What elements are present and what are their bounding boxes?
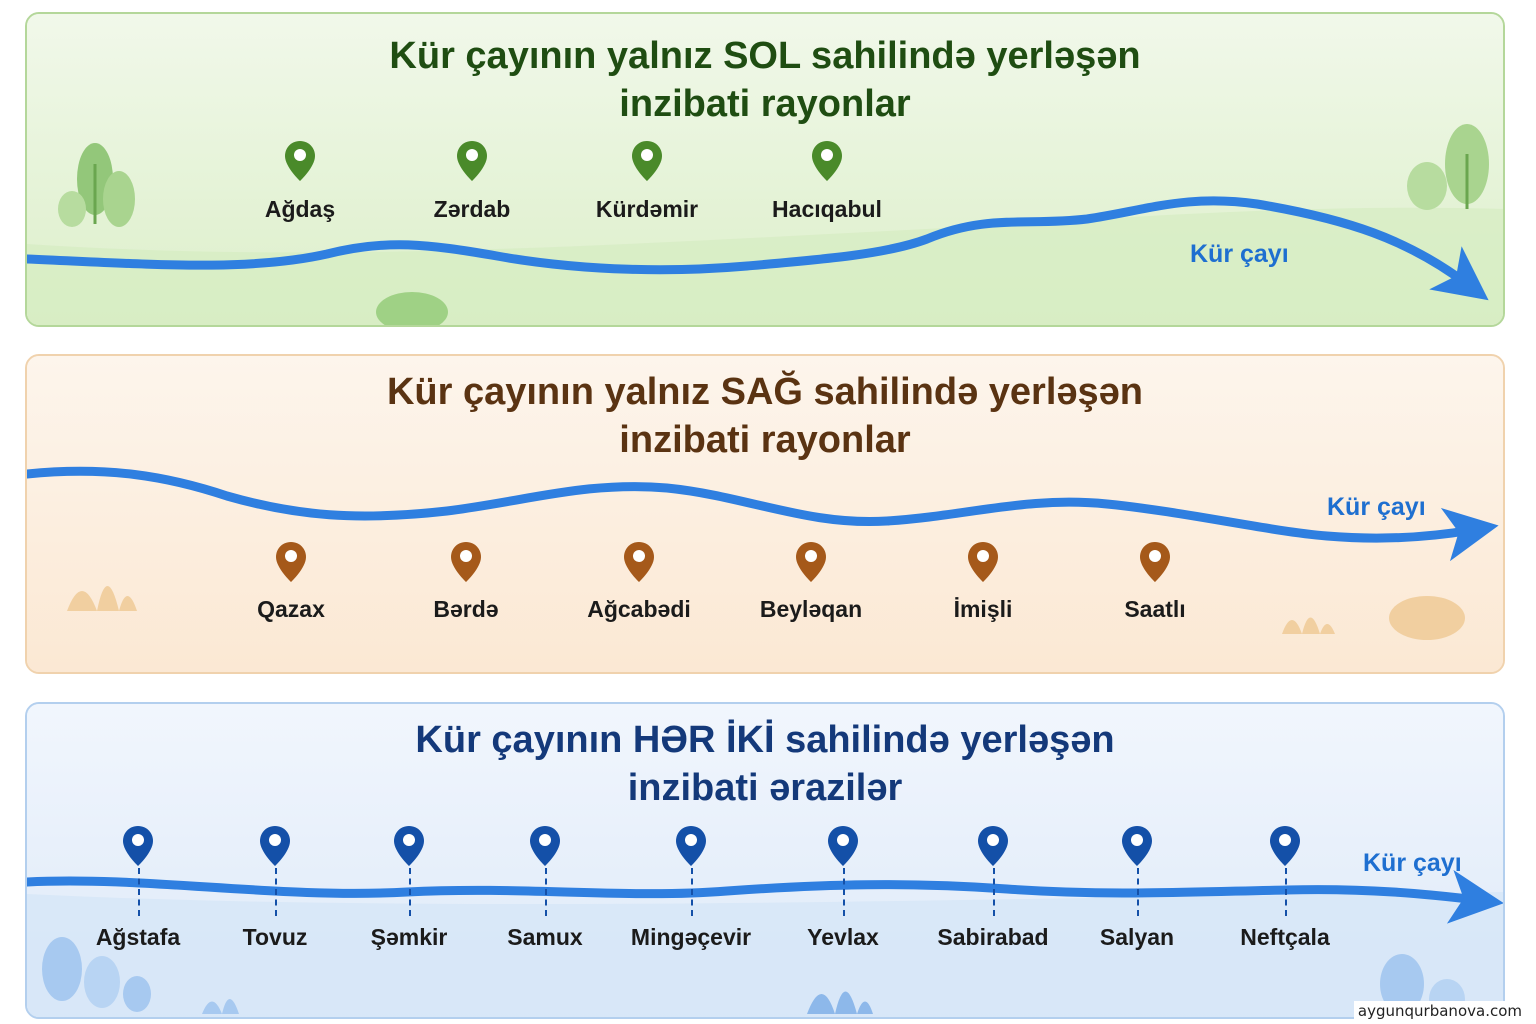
pin-connector xyxy=(138,868,140,916)
district-label-salyan: Salyan xyxy=(1099,924,1175,950)
district-label-sabirabad: Sabirabad xyxy=(937,924,1049,950)
tree-icon xyxy=(42,937,151,1012)
location-pin-icon xyxy=(794,540,828,584)
district-label-agcabedi: Ağcabədi xyxy=(587,596,691,622)
district-label-tovuz: Tovuz xyxy=(242,924,308,950)
grass-icon xyxy=(202,999,239,1014)
location-pin-icon xyxy=(810,139,844,183)
location-pin-icon xyxy=(449,540,483,584)
location-pin-icon xyxy=(622,540,656,584)
location-pin-icon xyxy=(966,540,1000,584)
district-label-beyleqan: Beyləqan xyxy=(759,596,863,622)
district-label-imisli: İmişli xyxy=(953,596,1013,622)
location-pin-icon xyxy=(528,824,562,868)
location-pin-icon xyxy=(674,824,708,868)
grass-icon xyxy=(67,586,137,611)
river-label: Kür çayı xyxy=(1327,493,1426,521)
location-pin-icon xyxy=(258,824,292,868)
district-label-agdas: Ağdaş xyxy=(264,196,336,222)
left-bank-title: Kür çayının yalnız SOL sahilində yerləşə… xyxy=(389,35,1141,125)
location-pin-icon xyxy=(1268,824,1302,868)
district-label-agstafa: Ağstafa xyxy=(95,924,181,950)
tree-icon xyxy=(1407,124,1489,210)
district-label-zerdab: Zərdab xyxy=(433,196,511,222)
pin-connector xyxy=(691,868,693,916)
pin-connector xyxy=(1285,868,1287,916)
watermark: aygunqurbanova.com xyxy=(1353,1001,1526,1021)
right-bank-landscape xyxy=(27,356,1503,672)
location-pin-icon xyxy=(274,540,308,584)
grass-icon xyxy=(807,991,873,1014)
both-banks-title: Kür çayının HƏR İKİ sahilində yerləşən i… xyxy=(415,719,1115,809)
location-pin-icon xyxy=(826,824,860,868)
grass-icon xyxy=(1282,617,1335,634)
location-pin-icon xyxy=(455,139,489,183)
pin-connector xyxy=(545,868,547,916)
location-pin-icon xyxy=(283,139,317,183)
location-pin-icon xyxy=(976,824,1010,868)
location-pin-icon xyxy=(392,824,426,868)
bush-icon xyxy=(1389,596,1465,640)
location-pin-icon xyxy=(1138,540,1172,584)
pin-connector xyxy=(843,868,845,916)
district-label-neftcala: Neftçala xyxy=(1240,924,1330,950)
district-label-mingecevir: Mingəçevir xyxy=(630,924,752,950)
left-bank-landscape xyxy=(27,14,1503,325)
district-label-yevlax: Yevlax xyxy=(807,924,879,950)
district-label-semkir: Şəmkir xyxy=(370,924,448,950)
district-label-samux: Samux xyxy=(507,924,583,950)
river-label: Kür çayı xyxy=(1363,849,1462,877)
river-line xyxy=(27,466,1499,562)
location-pin-icon xyxy=(630,139,664,183)
bush-icon xyxy=(376,292,448,325)
district-label-berde: Bərdə xyxy=(433,596,499,622)
both-banks-panel: Kür çayının HƏR İKİ sahilində yerləşən i… xyxy=(25,702,1505,1019)
right-bank-panel: Kür çayının yalnız SAĞ sahilində yerləşə… xyxy=(25,354,1505,674)
location-pin-icon xyxy=(1120,824,1154,868)
both-banks-landscape xyxy=(27,704,1503,1017)
district-label-saatli: Saatlı xyxy=(1124,596,1186,622)
pin-connector xyxy=(993,868,995,916)
tree-icon xyxy=(58,143,135,227)
river-label: Kür çayı xyxy=(1190,240,1289,268)
right-bank-title: Kür çayının yalnız SAĞ sahilində yerləşə… xyxy=(386,371,1144,461)
pin-connector xyxy=(409,868,411,916)
river-line xyxy=(27,869,1503,924)
river-line xyxy=(27,196,1489,301)
district-label-qazax: Qazax xyxy=(257,596,325,622)
pin-connector xyxy=(275,868,277,916)
left-bank-panel: Kür çayının yalnız SOL sahilində yerləşə… xyxy=(25,12,1505,327)
district-label-haciqabul: Hacıqabul xyxy=(772,196,882,222)
district-label-kurdemir: Kürdəmir xyxy=(595,196,699,222)
location-pin-icon xyxy=(121,824,155,868)
pin-connector xyxy=(1137,868,1139,916)
